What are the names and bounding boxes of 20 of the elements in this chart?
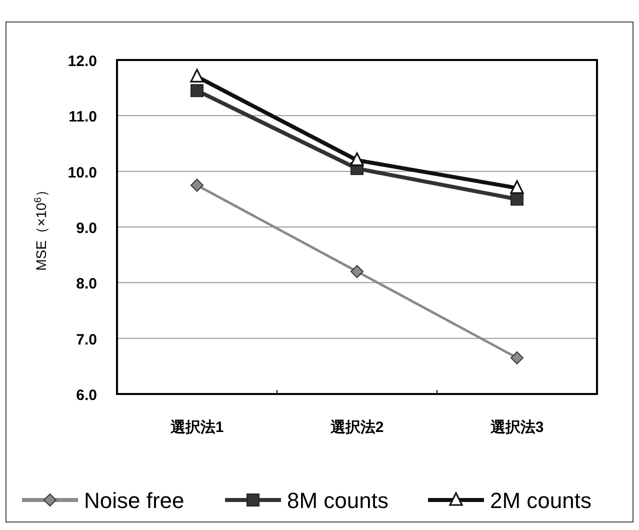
y-tick-label: 9.0	[76, 220, 97, 237]
y-tick-label: 8.0	[76, 276, 97, 293]
legend-label: Noise free	[84, 488, 184, 513]
point	[190, 84, 204, 98]
x-tick-label: 選択法1	[169, 419, 224, 436]
legend-label: 8M counts	[287, 488, 388, 513]
point	[190, 178, 204, 192]
legend-label: 2M counts	[490, 488, 592, 513]
x-tick-label: 選択法3	[489, 419, 544, 436]
point	[190, 68, 204, 82]
point	[350, 152, 364, 166]
x-tick-label: 選択法2	[329, 419, 384, 436]
point	[350, 265, 364, 278]
y-tick-label: 6.0	[76, 387, 97, 404]
point	[510, 351, 524, 364]
point	[510, 180, 524, 194]
y-tick-label: 12.0	[68, 53, 97, 70]
y-tick-label: 7.0	[76, 331, 97, 348]
y-tick-label: 11.0	[68, 108, 97, 126]
y-tick-label: 10.0	[68, 164, 97, 182]
